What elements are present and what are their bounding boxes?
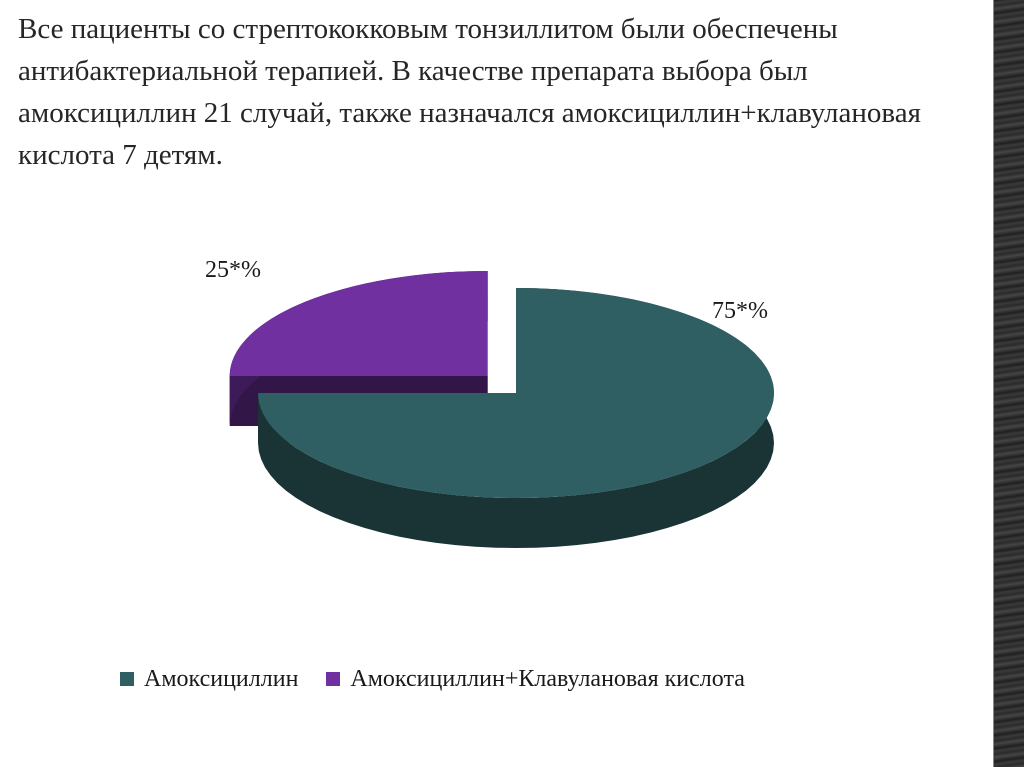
chart-legend: Амоксициллин Амоксициллин+Клавулановая к… [120, 664, 773, 694]
slide-body-text: Все пациенты со стрептококковым тонзилли… [18, 13, 921, 171]
pie-slice-0 [258, 288, 774, 548]
pie-slice-top-1 [229, 271, 488, 377]
slide-edge-decoration [993, 0, 1024, 767]
legend-item-amoxicillin: Амоксициллин [120, 666, 298, 693]
legend-item-amoxicillin-clavulanate: Амоксициллин+Клавулановая кислота [326, 665, 745, 693]
legend-label-amoxicillin-clavulanate: Амоксициллин+Клавулановая кислота [350, 665, 745, 692]
data-label-amoxicillin-clavulanate: 25*% [205, 257, 261, 283]
legend-swatch-amoxicillin [120, 672, 134, 686]
data-label-amoxicillin: 75*% [712, 298, 768, 324]
legend-label-amoxicillin: Амоксициллин [144, 665, 299, 692]
legend-swatch-amoxicillin-clavulanate [326, 672, 341, 686]
pie-slice-top-0 [258, 288, 774, 498]
pie-layer [229, 271, 774, 548]
